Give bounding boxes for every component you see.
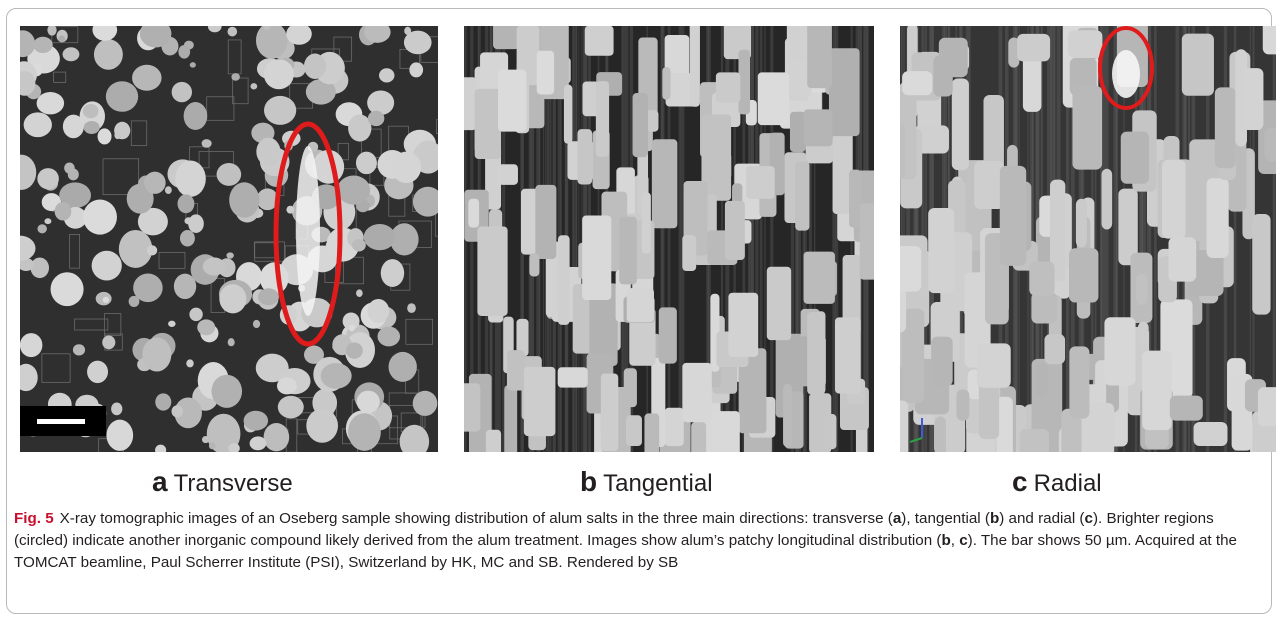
figure-caption: Fig. 5 X-ray tomographic images of an Ose… [14,510,1237,571]
scale-bar-box [20,406,106,436]
transverse-micrograph [20,26,438,452]
panel-b-image [464,26,874,452]
figure-number: Fig. 5 [14,510,54,527]
tangential-micrograph [464,26,874,452]
panel-b-label: b Tangential [580,466,713,497]
panel-a-image [20,26,438,452]
panel-c-label: c Radial [1012,466,1102,497]
panel-c-image [900,26,1276,452]
scale-bar [37,419,85,424]
radial-micrograph [900,26,1276,452]
panel-a-label: a Transverse [152,466,293,497]
